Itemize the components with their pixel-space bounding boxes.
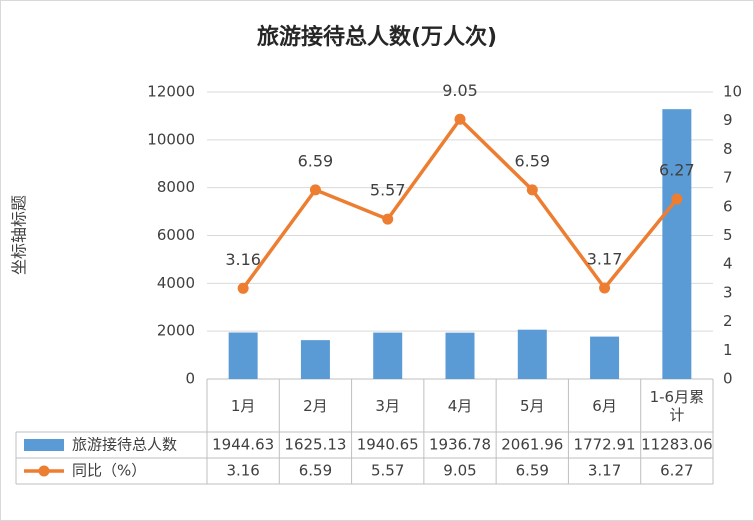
y2-tick-label: 9 — [723, 111, 733, 129]
y2-tick-label: 4 — [723, 255, 733, 273]
bar — [228, 332, 258, 379]
data-label: 5.57 — [370, 181, 406, 200]
bar — [590, 336, 620, 379]
y2-tick-label: 3 — [723, 283, 733, 301]
line-point — [671, 193, 683, 205]
table-value: 11283.06 — [641, 436, 713, 454]
bar — [300, 340, 330, 379]
data-label: 6.59 — [298, 151, 334, 170]
y-tick-label: 0 — [185, 370, 195, 388]
line-point — [526, 184, 538, 196]
table-value: 6.59 — [516, 462, 549, 480]
y2-tick-label: 0 — [723, 370, 733, 388]
x-tick-label: 1-6月累计 — [649, 387, 705, 424]
legend-swatch — [24, 439, 64, 451]
x-tick-label: 6月 — [592, 396, 617, 415]
bar — [662, 109, 692, 379]
x-tick-label: 5月 — [520, 396, 545, 415]
y2-tick-label: 6 — [723, 197, 733, 215]
y2-tick-label: 2 — [723, 312, 733, 330]
y2-tick-label: 10 — [723, 83, 742, 101]
y-axis-title: 坐标轴标题 — [10, 195, 29, 275]
table-value: 9.05 — [443, 462, 476, 480]
table-value: 6.59 — [299, 462, 332, 480]
y-tick-label: 4000 — [157, 274, 195, 292]
line-point — [382, 213, 394, 225]
table-value: 1944.63 — [212, 436, 274, 454]
table-value: 6.27 — [660, 462, 693, 480]
y-tick-label: 6000 — [157, 226, 195, 244]
y2-tick-label: 7 — [723, 169, 733, 187]
chart-title: 旅游接待总人数(万人次) — [257, 24, 497, 50]
table-value: 3.17 — [588, 462, 621, 480]
x-tick-label: 4月 — [447, 396, 473, 415]
data-label: 9.05 — [442, 81, 478, 100]
legend-point — [38, 465, 50, 477]
bar — [517, 329, 547, 379]
y2-tick-label: 1 — [723, 341, 733, 359]
data-label: 6.59 — [514, 151, 550, 170]
table-value: 5.57 — [371, 462, 404, 480]
table-value: 3.16 — [226, 462, 259, 480]
bar — [373, 332, 403, 379]
bar — [445, 332, 475, 379]
table-value: 1936.78 — [429, 436, 491, 454]
y-tick-label: 8000 — [157, 178, 195, 196]
data-label: 3.16 — [225, 250, 261, 269]
x-tick-label: 3月 — [375, 396, 400, 415]
line-point — [454, 113, 466, 125]
y2-tick-label: 8 — [723, 140, 733, 158]
data-label: 6.27 — [659, 161, 695, 180]
line-point — [599, 282, 611, 294]
table-value: 1940.65 — [357, 436, 419, 454]
legend-label: 旅游接待总人数 — [72, 436, 177, 454]
line-point — [237, 282, 249, 294]
y-tick-label: 10000 — [147, 130, 195, 148]
y2-tick-label: 5 — [723, 226, 733, 244]
data-label: 3.17 — [587, 250, 623, 269]
legend-label: 同比（%） — [72, 462, 146, 480]
line-point — [309, 184, 321, 196]
y-tick-label: 12000 — [147, 83, 195, 101]
table-value: 2061.96 — [501, 436, 563, 454]
table-value: 1625.13 — [284, 436, 346, 454]
y-tick-label: 2000 — [157, 322, 195, 340]
table-value: 1772.91 — [574, 436, 636, 454]
x-tick-label: 2月 — [303, 396, 328, 415]
x-tick-label: 1月 — [230, 396, 256, 415]
